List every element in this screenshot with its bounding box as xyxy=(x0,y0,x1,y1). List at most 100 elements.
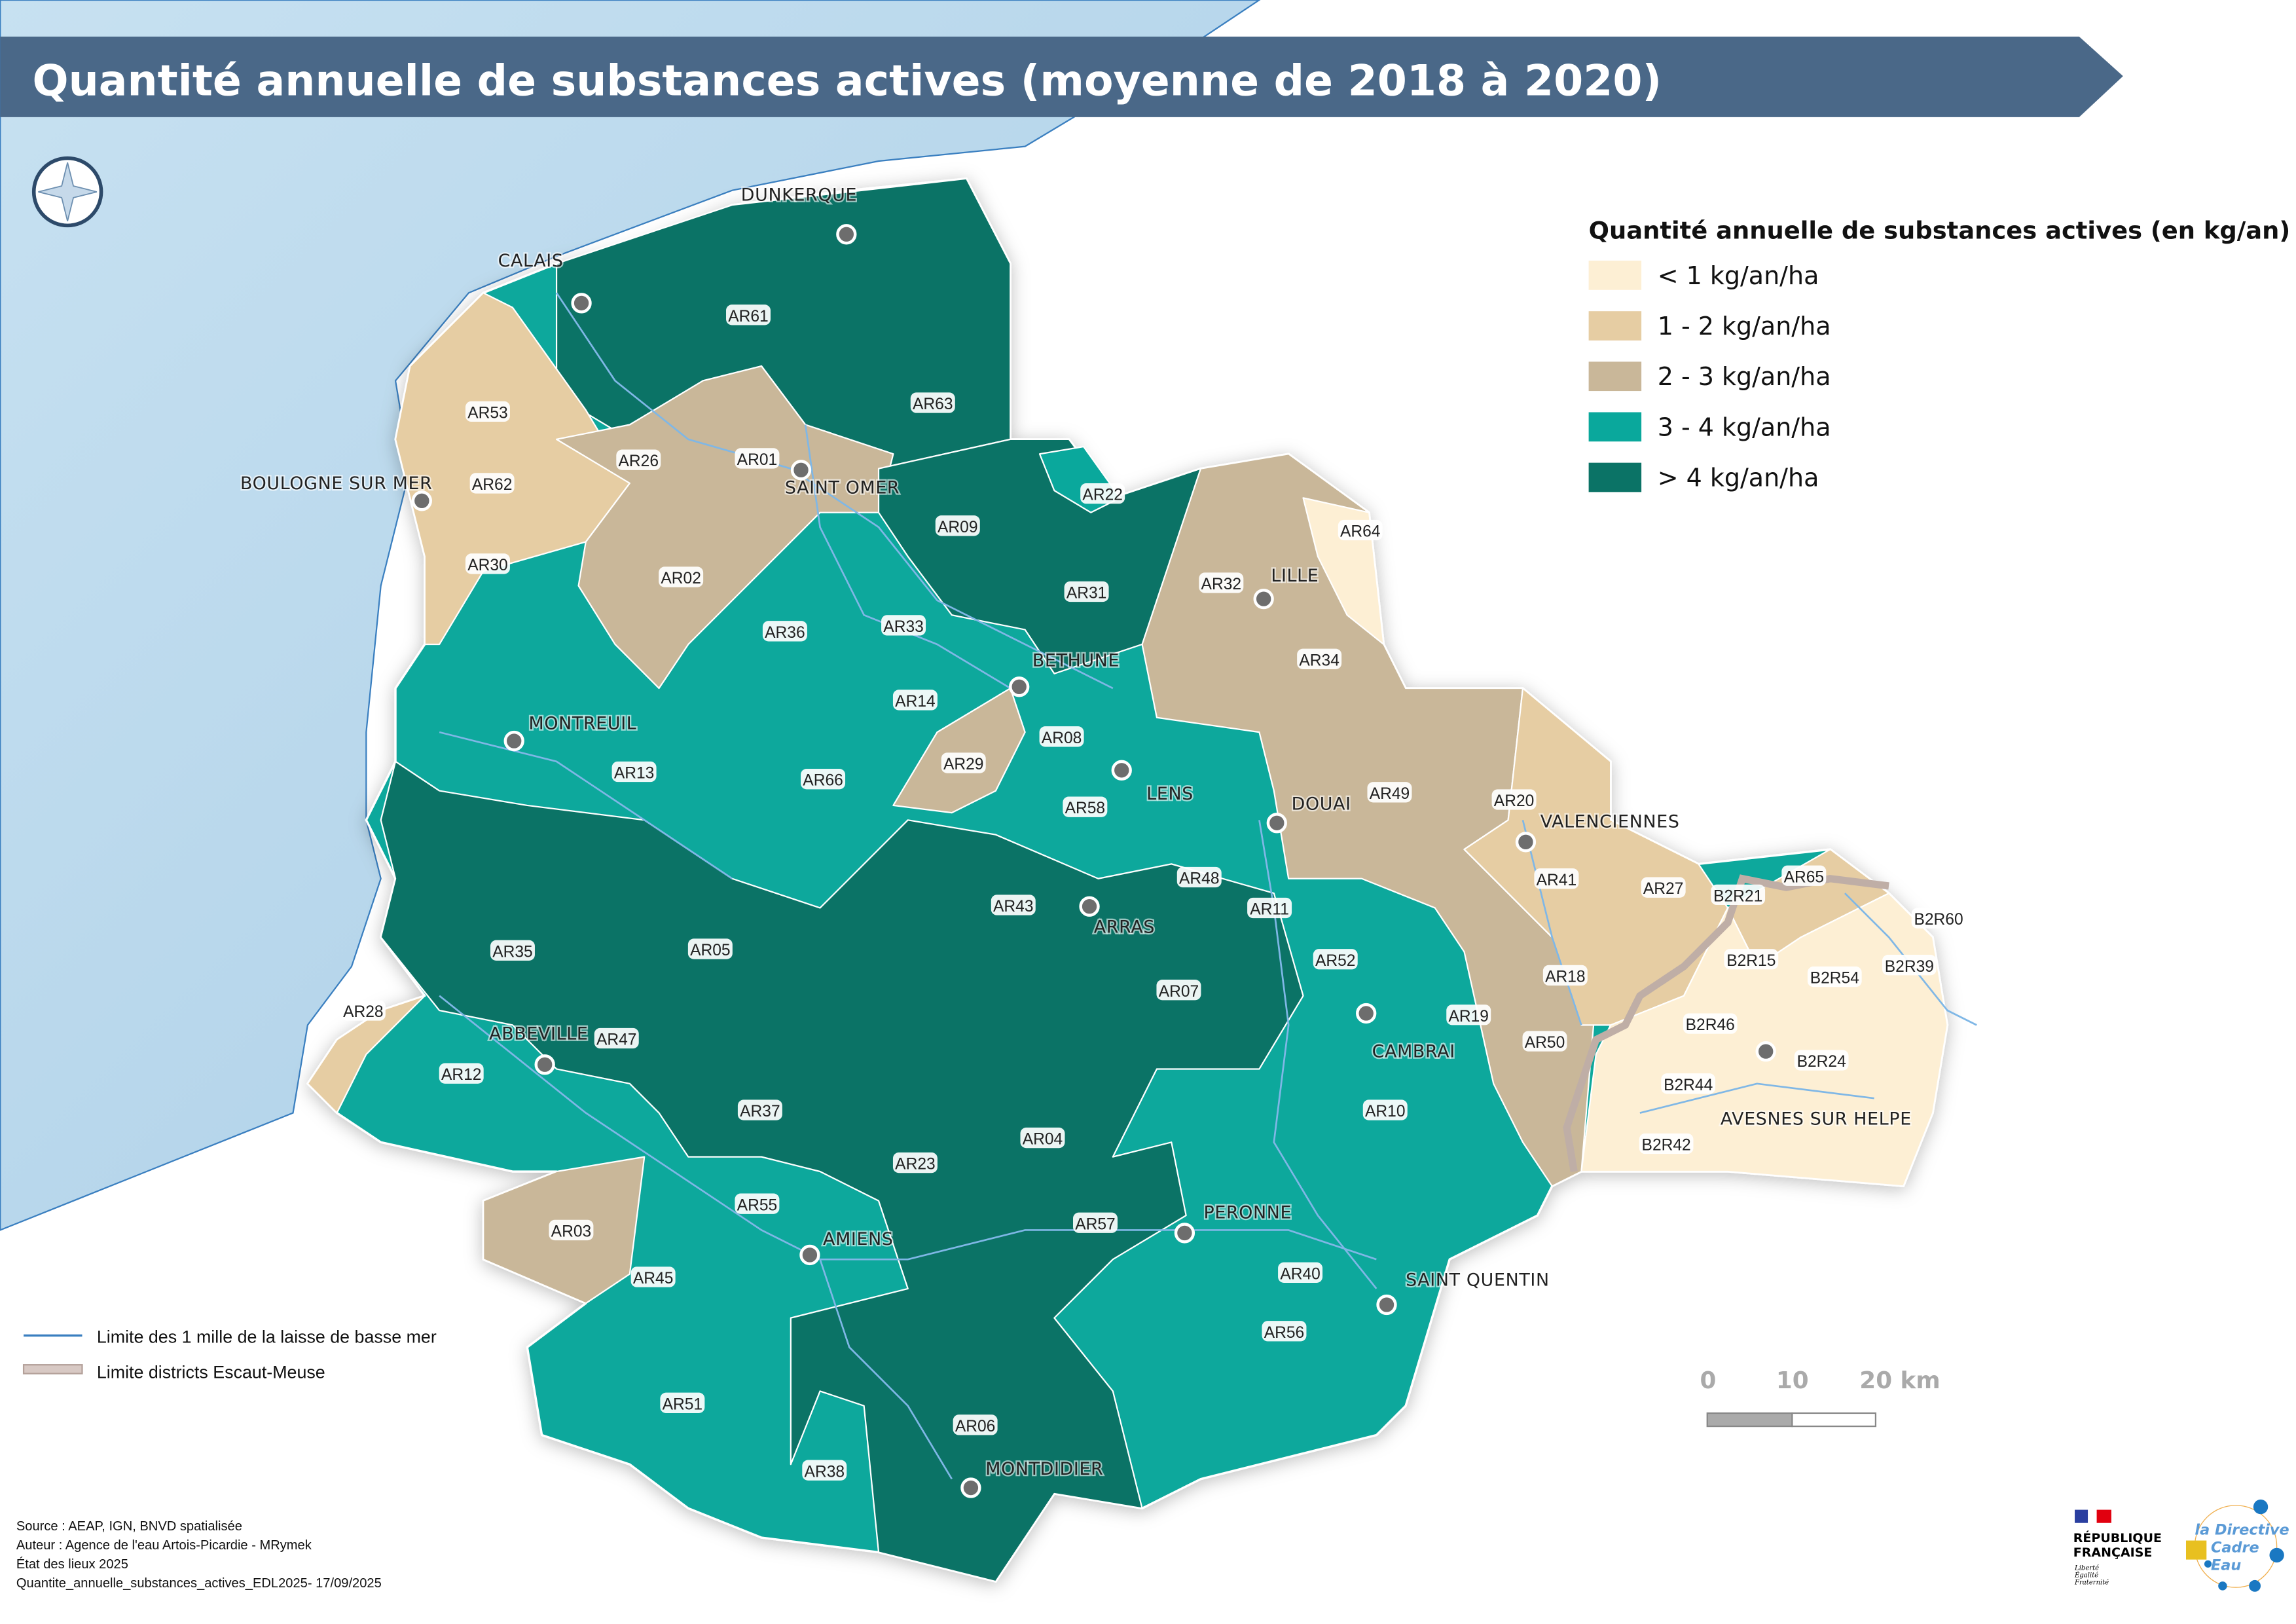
water-body-label: AR53 xyxy=(465,401,510,422)
water-body-label: AR12 xyxy=(439,1063,484,1084)
water-body-label: AR48 xyxy=(1176,866,1222,888)
cities: DUNKERQUE CALAIS BOULOGNE SUR MER SAINT OME… xyxy=(239,183,1912,1498)
water-body-label: AR23 xyxy=(892,1152,938,1173)
water-body-label: AR64 xyxy=(1338,519,1383,541)
map-title: Quantité annuelle de substances actives … xyxy=(32,56,1662,105)
water-body-label: AR47 xyxy=(594,1027,639,1049)
water-body-label: AR37 xyxy=(737,1099,782,1120)
svg-text:AR31: AR31 xyxy=(1066,585,1106,602)
svg-text:B2R54: B2R54 xyxy=(1810,970,1859,987)
zone-class-1 xyxy=(394,292,630,646)
city-name: ARRAS xyxy=(1094,917,1155,937)
city-marker: CAMBRAI xyxy=(1356,1003,1456,1063)
svg-text:AR14: AR14 xyxy=(895,693,935,710)
svg-text:AR63: AR63 xyxy=(913,396,953,413)
legend-title: Quantité annuelle de substances actives … xyxy=(1589,217,2291,245)
svg-text:AR02: AR02 xyxy=(661,570,701,587)
water-body-label: B2R15 xyxy=(1724,949,1779,970)
river xyxy=(555,292,1114,690)
city-dot-icon xyxy=(1009,676,1030,697)
svg-text:AR64: AR64 xyxy=(1340,523,1380,541)
compass-rose-icon xyxy=(31,156,103,228)
water-body-label: AR03 xyxy=(549,1219,594,1241)
city-name: ABBEVILLE xyxy=(489,1024,588,1044)
city-name: AVESNES SUR HELPE xyxy=(1721,1109,1912,1129)
svg-text:AR62: AR62 xyxy=(472,476,512,494)
water-body-label: B2R21 xyxy=(1711,884,1766,905)
legend-swatch xyxy=(1588,261,1642,290)
svg-text:AR56: AR56 xyxy=(1264,1324,1304,1342)
water-body-label: AR38 xyxy=(802,1460,847,1481)
svg-text:AR10: AR10 xyxy=(1365,1103,1405,1120)
rf-line1: RÉPUBLIQUE xyxy=(2073,1530,2162,1545)
svg-text:AR57: AR57 xyxy=(1075,1215,1115,1233)
svg-text:AR22: AR22 xyxy=(1082,487,1122,504)
water-body-label: AR58 xyxy=(1063,796,1108,817)
water-body-label: B2R24 xyxy=(1794,1050,1849,1071)
city-marker: BETHUNE xyxy=(1009,649,1121,697)
district-limit-label: Limite districts Escaut-Meuse xyxy=(97,1362,325,1382)
city-dot-icon xyxy=(1266,813,1287,834)
svg-text:B2R46: B2R46 xyxy=(1686,1016,1735,1034)
city-marker: DUNKERQUE xyxy=(740,183,858,245)
water-body-label: B2R39 xyxy=(1882,955,1937,976)
rf-motto: Fraternité xyxy=(2074,1579,2109,1587)
city-dot-icon xyxy=(1755,1041,1776,1062)
republique-francaise-logo: RÉPUBLIQUE FRANÇAISE Liberté Égalité Fra… xyxy=(2073,1509,2162,1587)
water-body-label: AR04 xyxy=(1020,1127,1065,1149)
city-name: PERONNE xyxy=(1203,1203,1292,1223)
scale-bar: 0 10 20 km xyxy=(1700,1367,1941,1428)
edition-text: État des lieux 2025 xyxy=(16,1557,128,1572)
city-dot-icon xyxy=(1111,760,1132,781)
city-marker: CALAIS xyxy=(496,249,592,314)
svg-text:B2R44: B2R44 xyxy=(1664,1077,1713,1094)
svg-text:AR37: AR37 xyxy=(740,1103,780,1120)
svg-text:AR13: AR13 xyxy=(614,765,654,783)
water-body-label: AR01 xyxy=(735,448,780,469)
water-body-label: AR65 xyxy=(1781,865,1827,886)
water-body-label: AR66 xyxy=(801,769,846,790)
river xyxy=(804,424,1011,690)
water-body-label: AR57 xyxy=(1073,1212,1118,1233)
river xyxy=(439,731,733,879)
water-body-label: AR08 xyxy=(1039,726,1084,747)
legend-swatch xyxy=(1588,412,1642,442)
svg-text:AR26: AR26 xyxy=(619,452,659,470)
river xyxy=(1522,819,1582,1025)
svg-text:AR38: AR38 xyxy=(805,1463,845,1481)
directive-cadre-eau-logo: la Directive Cadre Eau xyxy=(2186,1499,2289,1592)
svg-text:AR52: AR52 xyxy=(1315,952,1355,970)
svg-text:B2R39: B2R39 xyxy=(1885,958,1934,976)
water-body-label: AR43 xyxy=(991,895,1036,915)
rivers xyxy=(439,292,1977,1480)
zone-class-2 xyxy=(892,687,1026,814)
city-marker: SAINT QUENTIN xyxy=(1376,1268,1550,1316)
city-name: DOUAI xyxy=(1292,794,1351,815)
scale-tick-0: 0 xyxy=(1700,1367,1717,1394)
city-name: SAINT QUENTIN xyxy=(1406,1270,1550,1290)
legend-label: > 4 kg/an/ha xyxy=(1658,463,1819,492)
water-body-label: AR33 xyxy=(881,615,926,636)
legend-item: 3 - 4 kg/an/ha xyxy=(1588,412,1831,442)
water-body-label: AR50 xyxy=(1522,1031,1567,1052)
city-name: CAMBRAI xyxy=(1372,1042,1455,1062)
coast-limit-label: Limite des 1 mille de la laisse de basse… xyxy=(97,1327,437,1347)
city-dot-icon xyxy=(571,293,592,314)
water-body-label: B2R44 xyxy=(1661,1073,1716,1094)
city-name: MONTDIDIER xyxy=(985,1459,1103,1479)
dce-line2: Cadre xyxy=(2211,1539,2259,1556)
water-body-label: AR02 xyxy=(659,566,704,587)
city-marker: SAINT OMER xyxy=(784,460,901,500)
city-dot-icon xyxy=(799,1244,820,1266)
legend-swatch xyxy=(1588,361,1642,392)
city-name: SAINT OMER xyxy=(785,478,900,498)
svg-text:AR03: AR03 xyxy=(551,1223,591,1241)
city-name: AMIENS xyxy=(823,1229,894,1249)
river xyxy=(1639,1082,1874,1114)
rf-motto: Égalité xyxy=(2074,1571,2098,1579)
legend-item: 1 - 2 kg/an/ha xyxy=(1588,311,1831,341)
water-body-label: AR31 xyxy=(1064,581,1109,602)
water-body-label: AR63 xyxy=(910,392,955,413)
city-dot-icon xyxy=(1174,1223,1195,1244)
legend-item: > 4 kg/an/ha xyxy=(1588,462,1819,492)
